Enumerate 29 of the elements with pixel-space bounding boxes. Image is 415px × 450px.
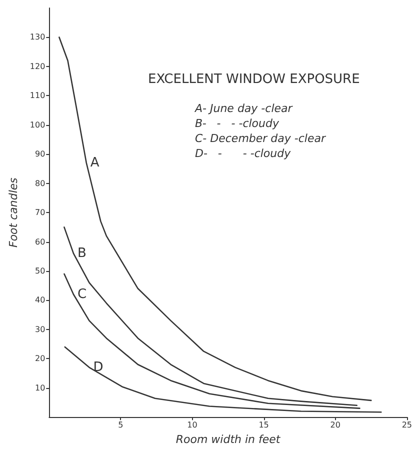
y-tick-label: 110: [30, 91, 46, 100]
y-tick-label: 90: [34, 150, 46, 159]
series-label: D: [93, 360, 104, 375]
y-tick-label: 20: [34, 354, 46, 364]
annotation: D- - - -cloudy: [195, 147, 292, 160]
y-tick-label: 40: [34, 296, 46, 305]
y-axis-title: Foot candles: [7, 177, 20, 248]
annotation: A- June day -clear: [194, 102, 294, 115]
y-tick-label: 100: [30, 120, 46, 130]
x-tick-label: 20: [330, 420, 340, 430]
y-tick-label: 130: [30, 32, 46, 42]
annotation: C- December day -clear: [195, 132, 327, 145]
text: EXCELLENT WINDOW EXPOSURE: [148, 72, 360, 87]
y-tick-label: 80: [34, 178, 46, 188]
y-tick-label: 120: [30, 62, 46, 71]
y-tick-label: 60: [34, 237, 46, 246]
x-tick-label: 15: [258, 420, 269, 430]
y-tick-label: 70: [34, 208, 46, 218]
y-tick-label: 10: [34, 383, 46, 392]
x-tick-label: 25: [402, 420, 412, 430]
series-label: A: [90, 155, 100, 170]
y-tick-label: 30: [34, 324, 46, 334]
x-axis-title: Room width in feet: [176, 433, 281, 446]
y-tick-label: 50: [34, 266, 46, 276]
series-label: C: [77, 286, 87, 302]
series-label: B: [77, 246, 86, 261]
x-tick-label: 10: [187, 420, 198, 430]
x-tick-label: 5: [118, 420, 124, 430]
annotation: B- - - -cloudy: [195, 117, 280, 130]
